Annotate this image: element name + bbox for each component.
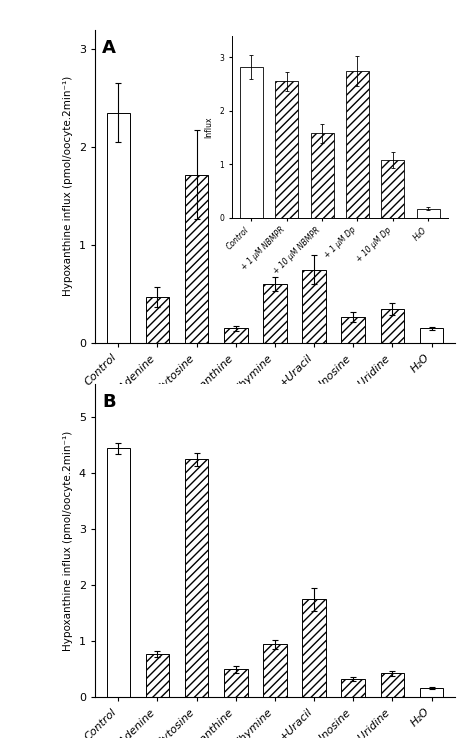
Bar — [107, 448, 130, 697]
Bar — [420, 328, 443, 343]
Bar — [107, 113, 130, 343]
Bar — [263, 284, 287, 343]
Bar — [224, 328, 247, 343]
Bar — [381, 309, 404, 343]
Bar — [302, 599, 326, 697]
Bar — [146, 655, 169, 697]
Bar — [263, 644, 287, 697]
Bar — [341, 679, 365, 697]
Bar — [185, 459, 209, 697]
Bar — [381, 673, 404, 697]
Bar — [146, 297, 169, 343]
Text: B: B — [102, 393, 116, 411]
Bar — [302, 269, 326, 343]
Bar — [224, 669, 247, 697]
Bar — [420, 688, 443, 697]
Bar — [185, 175, 209, 343]
Y-axis label: Hypoxanthine influx (pmol/oocyte.2min⁻¹): Hypoxanthine influx (pmol/oocyte.2min⁻¹) — [63, 430, 73, 651]
Y-axis label: Hypoxanthine influx (pmol/oocyte.2min⁻¹): Hypoxanthine influx (pmol/oocyte.2min⁻¹) — [63, 76, 73, 297]
Text: A: A — [102, 39, 116, 57]
Bar — [341, 317, 365, 343]
